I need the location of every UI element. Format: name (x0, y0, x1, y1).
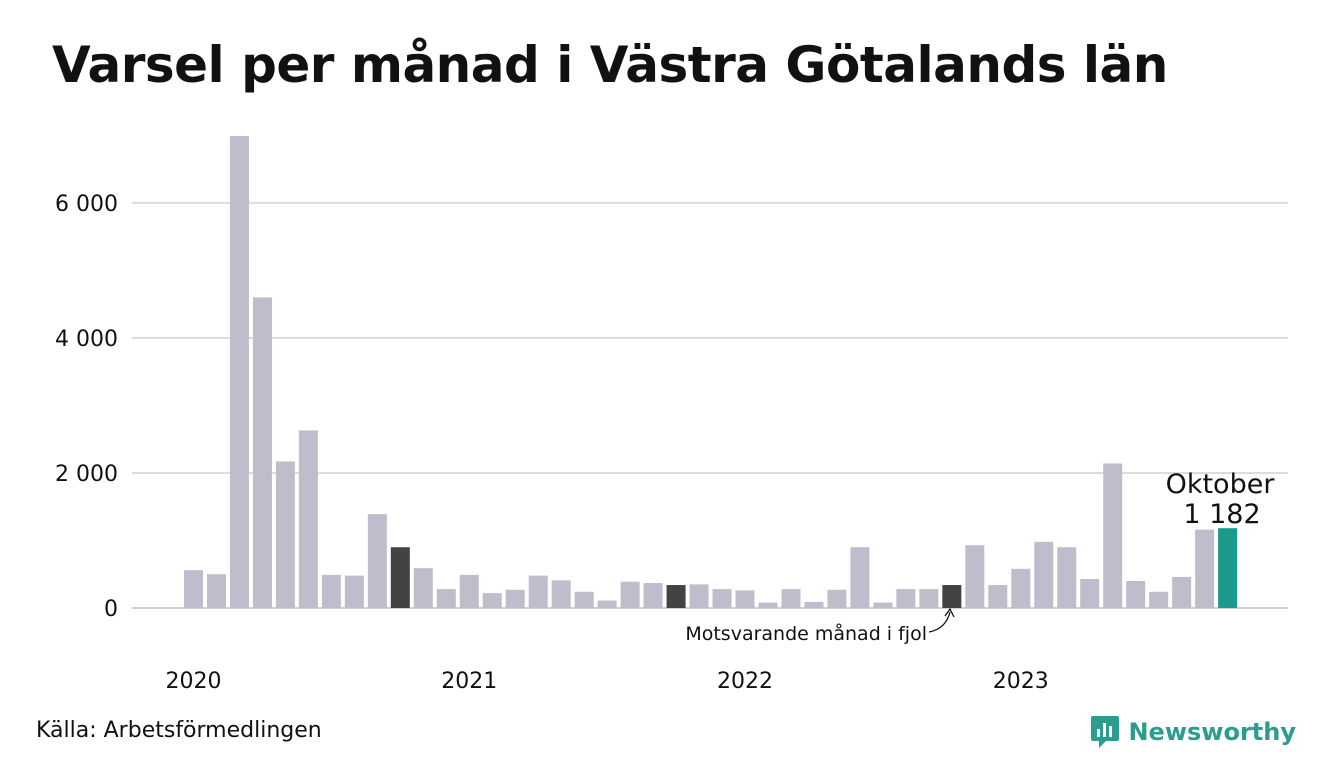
highlight-label: Oktober 1 182 (1166, 469, 1276, 530)
bar-2022-02 (758, 602, 778, 608)
bar-2023-10 (1218, 528, 1238, 608)
chart-title: Varsel per månad i Västra Götalands län (52, 36, 1168, 94)
bar-2020-09 (367, 514, 387, 608)
highlight-month-label: Oktober (1166, 469, 1276, 500)
bar-2021-12 (712, 589, 732, 608)
bar-2020-08 (344, 575, 364, 608)
y-tick-label: 0 (104, 597, 118, 622)
bar-2021-05 (551, 580, 571, 608)
bar-2023-01 (1011, 568, 1031, 608)
x-tick-label: 2021 (441, 669, 497, 694)
bar-2020-03 (229, 136, 249, 608)
bar-2021-10 (666, 585, 686, 608)
bar-2023-09 (1195, 529, 1215, 608)
y-tick-label: 4 000 (55, 327, 118, 352)
x-tick-label: 2020 (166, 669, 222, 694)
bar-2022-12 (988, 585, 1008, 608)
bar-2020-01 (184, 570, 203, 608)
previous-year-annotation: Motsvarande månad i fjol (685, 622, 927, 645)
newsworthy-logo-icon (1091, 716, 1120, 748)
annotations: Motsvarande månad i fjol (685, 607, 955, 645)
brand-logo[interactable]: Newsworthy (1090, 714, 1296, 750)
bar-2020-06 (298, 430, 318, 608)
bar-2022-11 (965, 545, 985, 608)
bar-2020-07 (321, 574, 341, 608)
bar-2023-07 (1149, 591, 1169, 608)
bar-2020-02 (206, 574, 226, 608)
bar-2021-06 (574, 591, 594, 608)
bar-2020-12 (436, 589, 456, 608)
bar-2021-02 (482, 593, 502, 608)
bar-2022-08 (896, 589, 916, 608)
bar-2022-04 (804, 601, 824, 608)
bar-2022-03 (781, 589, 801, 608)
bar-2020-05 (275, 461, 295, 608)
bar-2023-05 (1103, 463, 1123, 608)
bar-2023-04 (1080, 578, 1100, 608)
y-axis-ticks: 0 2 000 4 000 6 000 (55, 192, 118, 622)
bar-2021-03 (505, 589, 525, 608)
bar-2020-04 (252, 297, 272, 608)
bar-2022-10 (942, 585, 962, 608)
x-axis-ticks: 2020 2021 2022 2023 (166, 669, 1049, 694)
annotation-arrow (928, 611, 951, 633)
bar-2021-07 (597, 600, 617, 608)
brand-name: Newsworthy (1128, 718, 1296, 746)
x-tick-label: 2023 (993, 669, 1049, 694)
bar-2022-09 (919, 589, 939, 608)
y-tick-label: 2 000 (55, 462, 118, 487)
highlight-value-label: 1 182 (1183, 499, 1260, 530)
annotation-arrowhead (944, 607, 955, 618)
bar-2020-11 (413, 568, 433, 608)
bar-2023-08 (1172, 576, 1192, 608)
bars (184, 136, 1238, 608)
bar-2020-10 (390, 547, 410, 608)
bar-2021-08 (620, 581, 640, 608)
bar-2022-01 (735, 590, 755, 608)
bar-2021-11 (689, 584, 709, 608)
bar-2021-09 (643, 583, 663, 608)
bar-2021-04 (528, 575, 548, 608)
bar-2023-06 (1126, 580, 1146, 608)
bar-2022-07 (873, 602, 893, 608)
bar-2022-06 (850, 547, 870, 608)
source-note: Källa: Arbetsförmedlingen (36, 718, 322, 743)
bar-2021-01 (459, 574, 479, 608)
y-tick-label: 6 000 (55, 192, 118, 217)
x-tick-label: 2022 (717, 669, 773, 694)
bar-2023-03 (1057, 547, 1077, 608)
bar-2022-05 (827, 589, 847, 608)
bar-2023-02 (1034, 541, 1054, 608)
